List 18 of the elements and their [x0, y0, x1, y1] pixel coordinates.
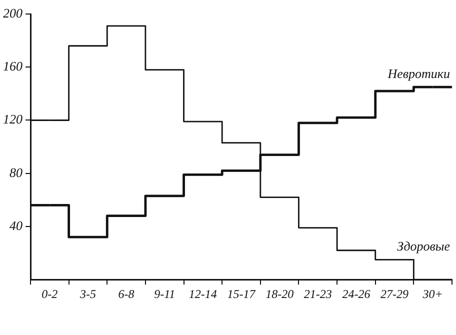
x-tick-label: 9-11 — [154, 286, 176, 301]
x-tick-label: 27-29 — [380, 286, 409, 301]
x-tick-label: 0-2 — [42, 286, 58, 301]
x-tick-label: 24-26 — [342, 286, 370, 301]
x-tick-label: 12-14 — [188, 286, 217, 301]
x-tick-label: 21-23 — [304, 286, 332, 301]
y-tick-label: 40 — [10, 218, 23, 233]
x-tick-label: 15-17 — [227, 286, 256, 301]
series-label: Здоровые — [397, 238, 450, 254]
x-tick-label: 30+ — [422, 286, 443, 301]
x-tick-label: 6-8 — [118, 286, 134, 301]
y-tick-label: 200 — [3, 5, 23, 20]
y-tick-label: 120 — [3, 112, 23, 127]
y-tick-label: 80 — [10, 164, 23, 180]
x-tick-label: 3-5 — [78, 286, 96, 301]
y-tick-label: 160 — [3, 58, 23, 74]
x-tick-label: 18-20 — [266, 286, 294, 301]
series-label: Невротики — [386, 66, 450, 81]
